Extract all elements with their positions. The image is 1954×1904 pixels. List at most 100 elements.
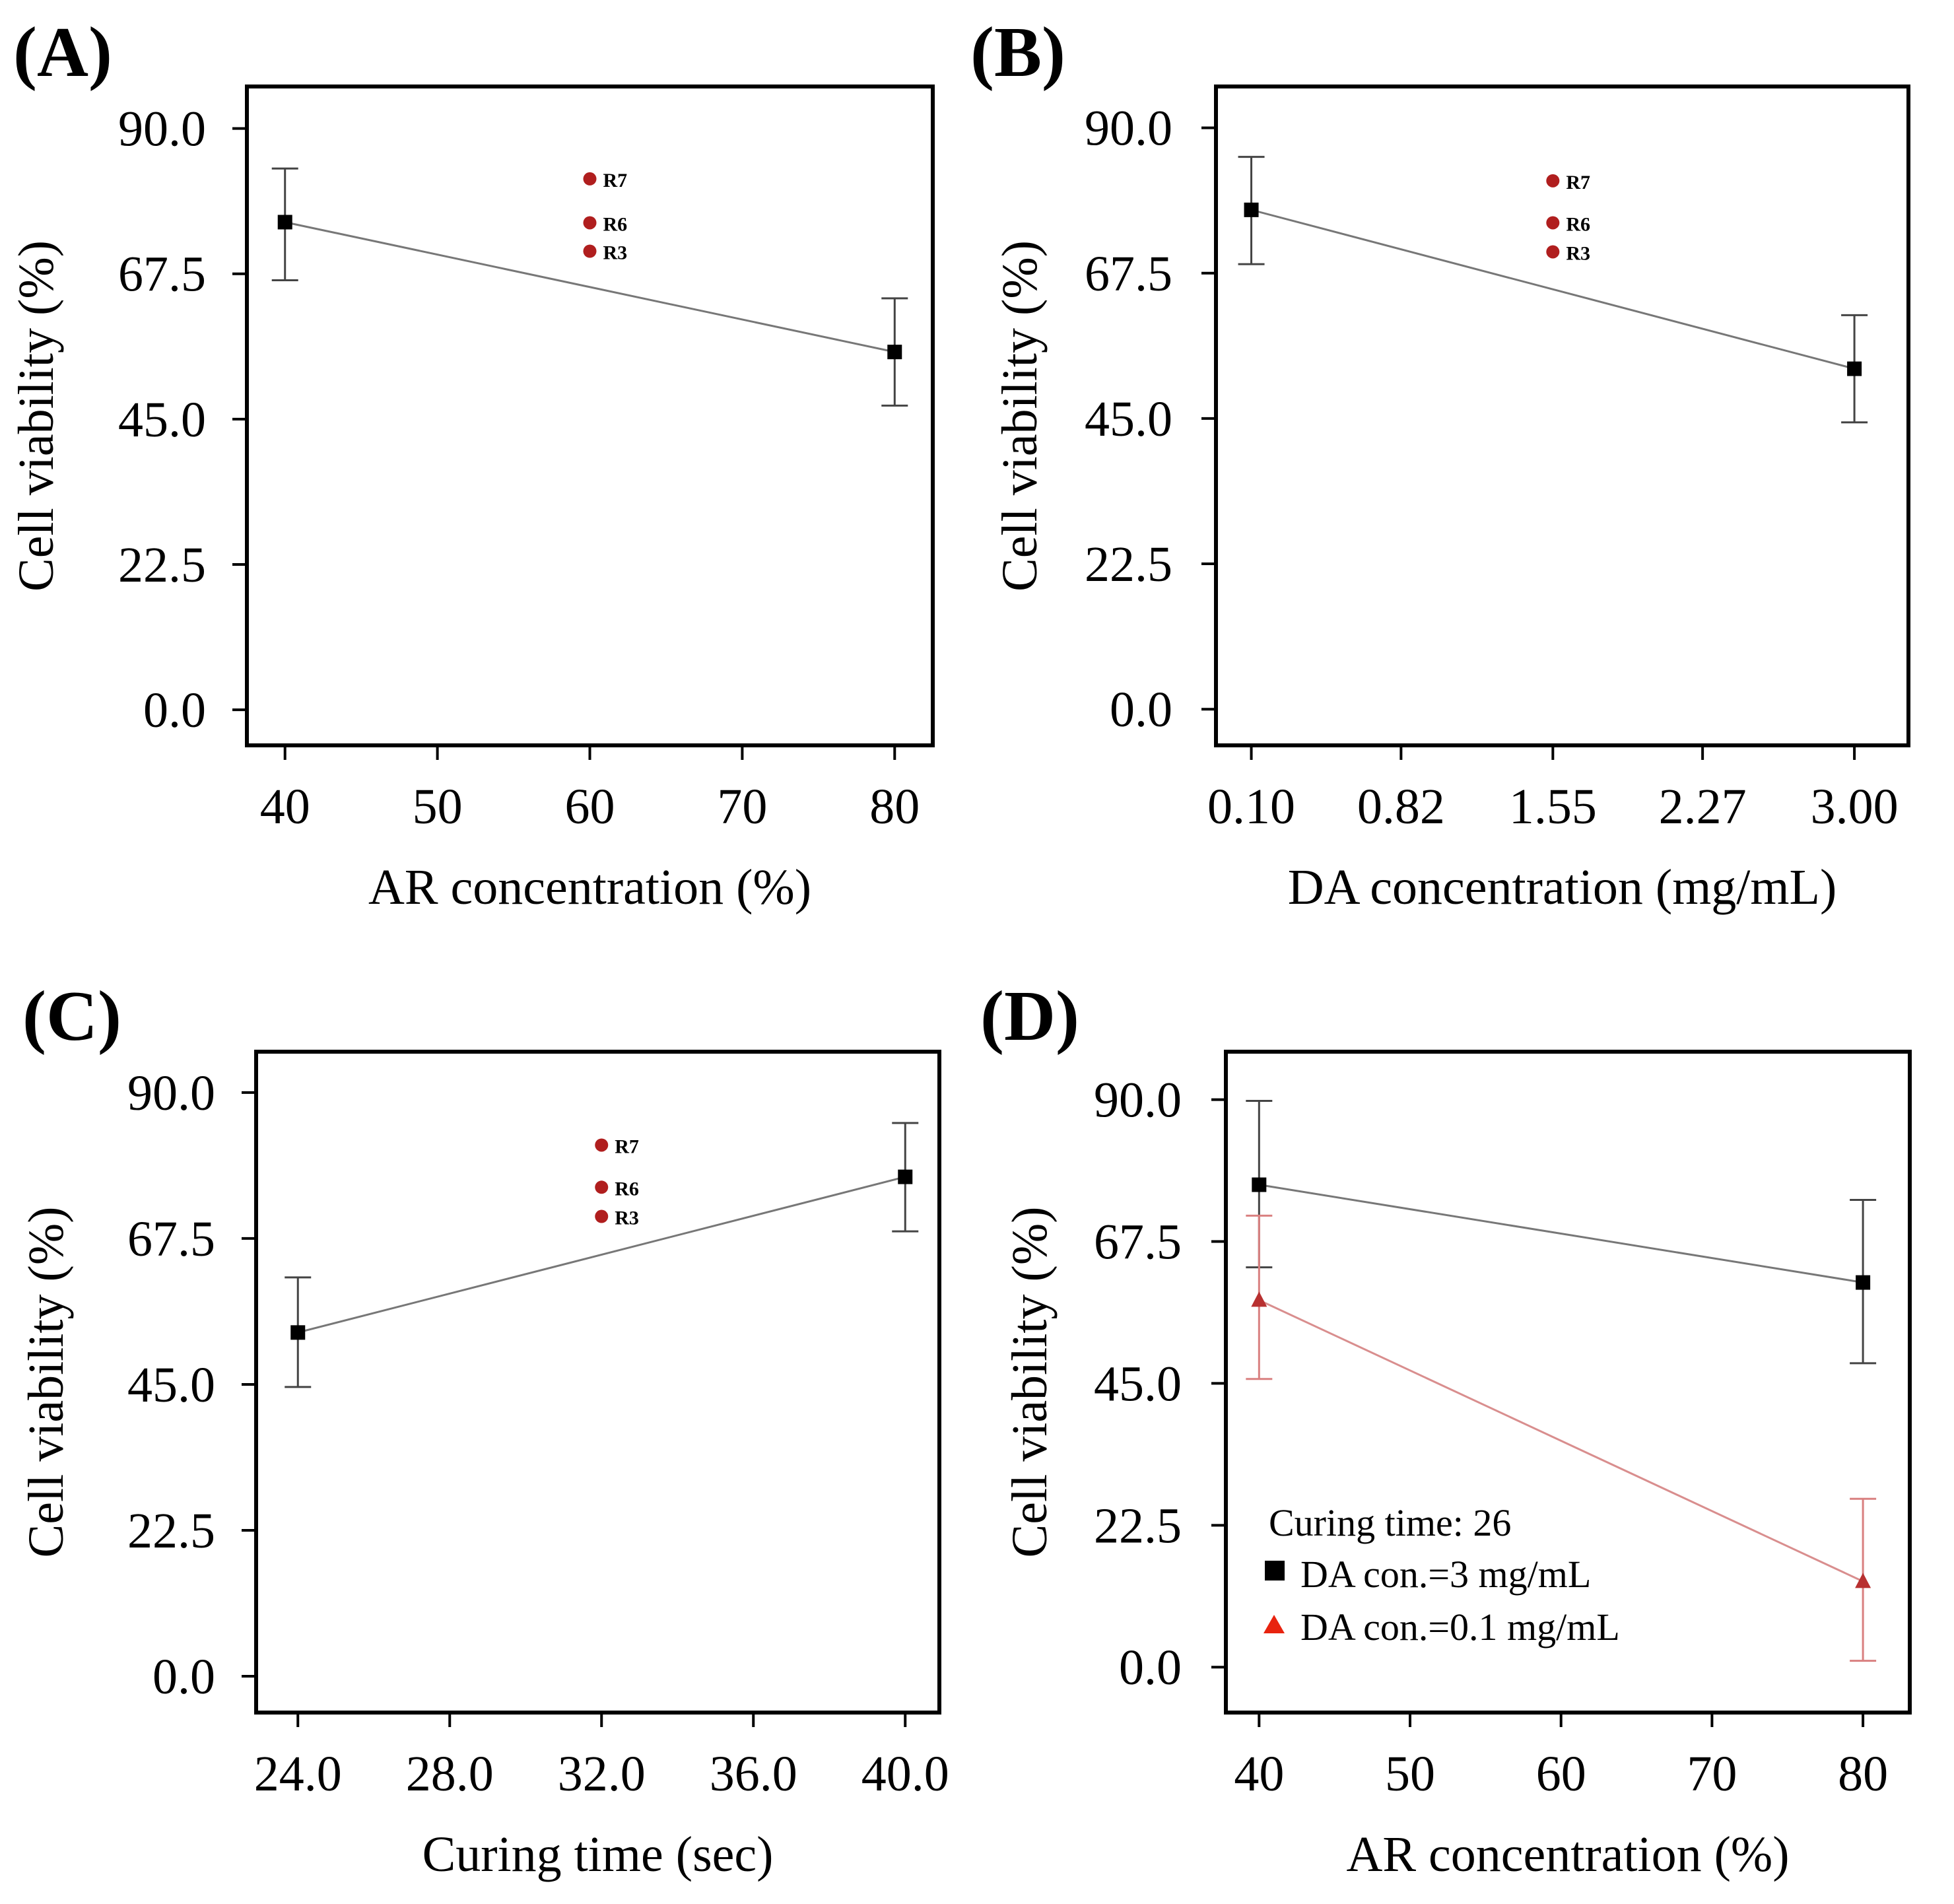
design-point-label: R6 [603, 213, 628, 235]
x-tick-label: 0.10 [1207, 779, 1295, 834]
x-axis-title: DA concentration (mg/mL) [1288, 860, 1837, 915]
legend: Curing time: 26 DA con.=3 mg/mL DA con.=0.… [1263, 1501, 1620, 1649]
y-tick-label: 0.0 [152, 1649, 215, 1705]
panel-label: (B) [970, 13, 1065, 92]
legend-triangle-icon [1263, 1615, 1285, 1633]
y-tick-label: 67.5 [1094, 1215, 1182, 1270]
y-axis-title: Cell viability (%) [992, 240, 1048, 592]
y-tick-label: 67.5 [127, 1211, 215, 1267]
x-tick-label: 70 [1687, 1746, 1737, 1802]
y-axis-title: Cell viability (%) [1002, 1207, 1058, 1558]
panel-a: (A) 0.0 22.5 45.0 67.5 90.0 40 50 60 70 80 AR conce… [9, 13, 935, 915]
x-tick-label: 70 [717, 779, 767, 834]
design-point [595, 1180, 609, 1194]
design-point-label: R3 [615, 1207, 639, 1229]
plot-frame [1214, 85, 1910, 747]
series-1 [1238, 156, 1868, 424]
square-marker [1847, 361, 1862, 376]
series-line [1258, 1299, 1864, 1582]
y-tick-label: 0.0 [143, 683, 206, 738]
x-tick-label: 60 [565, 779, 615, 834]
x-tick-label: 50 [1385, 1746, 1435, 1802]
legend-title: Curing time: 26 [1269, 1501, 1511, 1544]
panel-d: (D) 0.0 22.5 45.0 67.5 90.0 40 50 60 70 80 AR conce… [980, 977, 1912, 1882]
panel-label: (C) [22, 977, 121, 1056]
y-tick-label: 67.5 [118, 247, 206, 302]
y-tick-label: 90.0 [1085, 101, 1172, 156]
series-2 [1246, 1214, 1877, 1662]
x-tick-label: 24.0 [254, 1746, 342, 1802]
panel-label: (D) [980, 977, 1079, 1056]
y-tick-label: 45.0 [1094, 1356, 1182, 1411]
panel-b: (B) 0.0 22.5 45.0 67.5 90.0 0.10 0.82 1.55 2.27 3.… [970, 13, 1910, 915]
design-point-label: R6 [615, 1178, 639, 1200]
series-line [1251, 209, 1855, 370]
y-tick-label: 45.0 [118, 392, 206, 448]
design-point [1546, 216, 1560, 230]
design-point-label: R3 [1566, 242, 1590, 264]
square-marker [887, 345, 902, 360]
y-tick-label: 0.0 [1119, 1640, 1182, 1695]
triangle-marker [1251, 1291, 1267, 1307]
legend-entry-label: DA con.=0.1 mg/mL [1300, 1606, 1620, 1649]
y-tick-label: 45.0 [127, 1357, 215, 1413]
x-axis-title: AR concentration (%) [1346, 1827, 1789, 1882]
y-tick-label: 90.0 [127, 1066, 215, 1121]
series-1 [285, 1122, 919, 1388]
square-marker [290, 1325, 306, 1340]
panel-c: (C) 0.0 22.5 45.0 67.5 90.0 24.0 28.0 32.0 36.0 40… [18, 977, 949, 1882]
design-point-label: R7 [615, 1136, 639, 1157]
design-point-label: R7 [1566, 172, 1590, 193]
design-point-label: R6 [1566, 213, 1590, 235]
design-point [1546, 245, 1560, 259]
y-tick-label: 67.5 [1085, 246, 1172, 302]
x-tick-label: 1.55 [1509, 779, 1597, 834]
legend-square-icon [1265, 1561, 1285, 1581]
x-axis-title: AR concentration (%) [368, 860, 811, 915]
x-tick-label: 3.00 [1811, 779, 1899, 834]
square-marker [898, 1169, 913, 1184]
x-tick-label: 32.0 [558, 1746, 646, 1802]
series-line [297, 1176, 906, 1334]
x-tick-label: 40.0 [861, 1746, 949, 1802]
x-tick-label: 50 [413, 779, 463, 834]
design-point [1546, 174, 1560, 187]
design-point [583, 244, 597, 258]
series-line [285, 221, 895, 353]
x-tick-label: 2.27 [1659, 779, 1747, 834]
y-tick-label: 90.0 [1094, 1073, 1182, 1128]
x-tick-label: 60 [1536, 1746, 1586, 1802]
design-point [583, 216, 597, 230]
x-tick-label: 28.0 [406, 1746, 494, 1802]
x-tick-label: 80 [869, 779, 920, 834]
y-tick-label: 0.0 [1110, 682, 1172, 737]
x-tick-label: 40 [1234, 1746, 1284, 1802]
panel-label: (A) [13, 13, 112, 92]
square-marker [1252, 1177, 1267, 1192]
y-tick-label: 22.5 [1085, 537, 1172, 592]
x-tick-label: 80 [1838, 1746, 1888, 1802]
design-point-label: R3 [603, 242, 628, 264]
design-point-label: R7 [603, 170, 628, 191]
y-tick-label: 22.5 [118, 537, 206, 593]
y-tick-label: 90.0 [118, 102, 206, 157]
series-1 [271, 167, 908, 407]
design-point [595, 1138, 609, 1152]
x-tick-label: 40 [260, 779, 310, 834]
series-line [1259, 1184, 1864, 1284]
x-axis-title: Curing time (sec) [422, 1827, 774, 1882]
triangle-marker [1855, 1573, 1871, 1588]
square-marker [1856, 1275, 1871, 1290]
design-point [595, 1209, 609, 1223]
y-axis-title: Cell viability (%) [9, 240, 64, 592]
y-tick-label: 45.0 [1085, 391, 1172, 447]
y-tick-label: 22.5 [127, 1503, 215, 1559]
legend-entry-label: DA con.=3 mg/mL [1300, 1553, 1591, 1596]
x-tick-label: 0.82 [1357, 779, 1445, 834]
y-axis-title: Cell viability (%) [18, 1207, 74, 1558]
design-point [583, 172, 597, 186]
x-tick-label: 36.0 [710, 1746, 797, 1802]
y-tick-label: 22.5 [1094, 1498, 1182, 1553]
plot-frame [254, 1050, 941, 1715]
